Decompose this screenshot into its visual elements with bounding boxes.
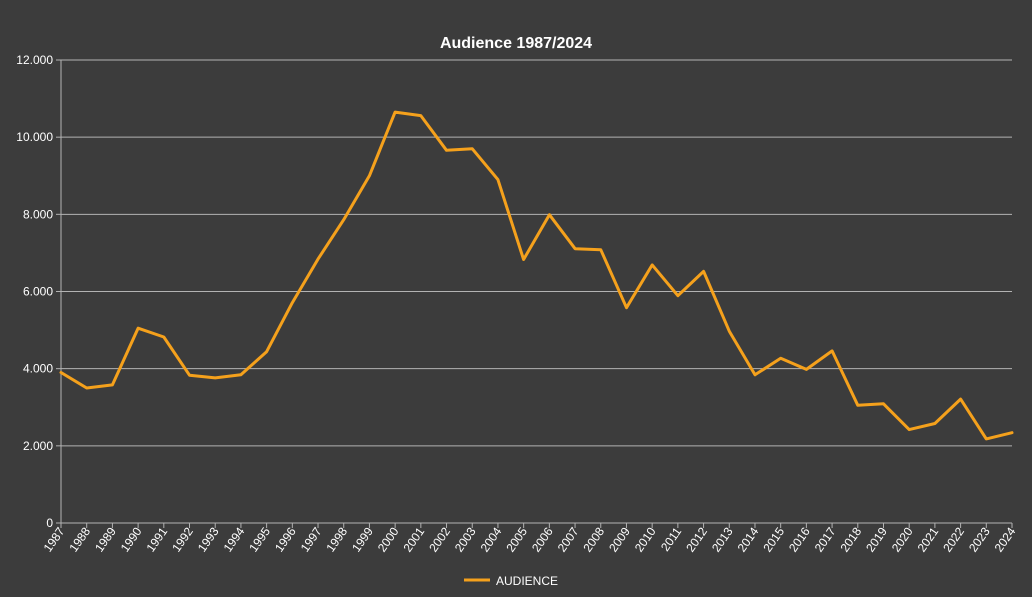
x-tick-label: 2014: [735, 524, 762, 554]
x-tick-label: 2003: [452, 524, 479, 554]
x-tick-label: 2013: [709, 524, 736, 554]
x-tick-label: 2020: [889, 524, 916, 554]
x-tick-label: 2022: [940, 524, 967, 554]
x-tick-label: 2012: [683, 524, 710, 554]
chart-title: Audience 1987/2024: [440, 35, 592, 52]
x-tick-label: 2019: [863, 524, 890, 554]
x-tick-label: 1994: [221, 524, 248, 554]
x-tick-label: 1999: [349, 524, 376, 554]
x-tick-label: 2007: [555, 524, 582, 554]
x-tick-label: 2010: [632, 524, 659, 554]
y-axis-ticks: 0 2.000 4.000 6.000 8.000 10.000 12.000: [16, 53, 61, 530]
y-tick-label: 12.000: [16, 53, 53, 67]
x-tick-label: 1998: [323, 524, 350, 554]
x-tick-label: 1993: [195, 524, 222, 554]
x-tick-label: 2000: [375, 524, 402, 554]
series-line-audience: [59, 110, 1014, 441]
y-tick-label: 8.000: [23, 207, 53, 221]
x-tick-label: 2021: [915, 524, 942, 554]
x-tick-label: 1996: [272, 524, 299, 554]
y-tick-label: 2.000: [23, 439, 53, 453]
x-tick-label: 2015: [760, 524, 787, 554]
y-tick-label: 6.000: [23, 285, 53, 299]
x-tick-label: 2005: [503, 524, 530, 554]
x-tick-label: 2008: [580, 524, 607, 554]
y-tick-label: 4.000: [23, 362, 53, 376]
y-tick-label: 10.000: [16, 130, 53, 144]
x-tick-label: 2016: [786, 524, 813, 554]
x-tick-label: 2011: [658, 524, 684, 553]
legend-label-audience: AUDIENCE: [496, 574, 558, 588]
x-axis-ticks: 1987198819891990199119921993199419951996…: [41, 523, 1019, 555]
x-tick-label: 2023: [966, 524, 993, 554]
x-tick-label: 2001: [401, 524, 428, 554]
x-tick-label: 1988: [66, 524, 93, 554]
x-tick-label: 2018: [837, 524, 864, 554]
legend: AUDIENCE: [464, 574, 558, 588]
gridlines: [61, 59, 1012, 447]
x-tick-label: 2006: [529, 524, 556, 554]
series: [59, 110, 1014, 441]
x-tick-label: 1992: [169, 524, 196, 554]
x-tick-label: 1989: [92, 524, 119, 554]
x-tick-label: 1997: [298, 524, 325, 554]
x-tick-label: 1991: [143, 524, 170, 554]
x-tick-label: 2017: [812, 524, 839, 554]
x-tick-label: 2009: [606, 524, 633, 554]
x-tick-label: 2024: [992, 524, 1019, 554]
x-tick-label: 2004: [478, 524, 505, 554]
x-tick-label: 1987: [41, 524, 68, 554]
x-tick-label: 1995: [246, 524, 273, 554]
x-tick-label: 2002: [426, 524, 453, 554]
y-tick-label: 0: [46, 516, 53, 530]
x-tick-label: 1990: [118, 524, 145, 554]
